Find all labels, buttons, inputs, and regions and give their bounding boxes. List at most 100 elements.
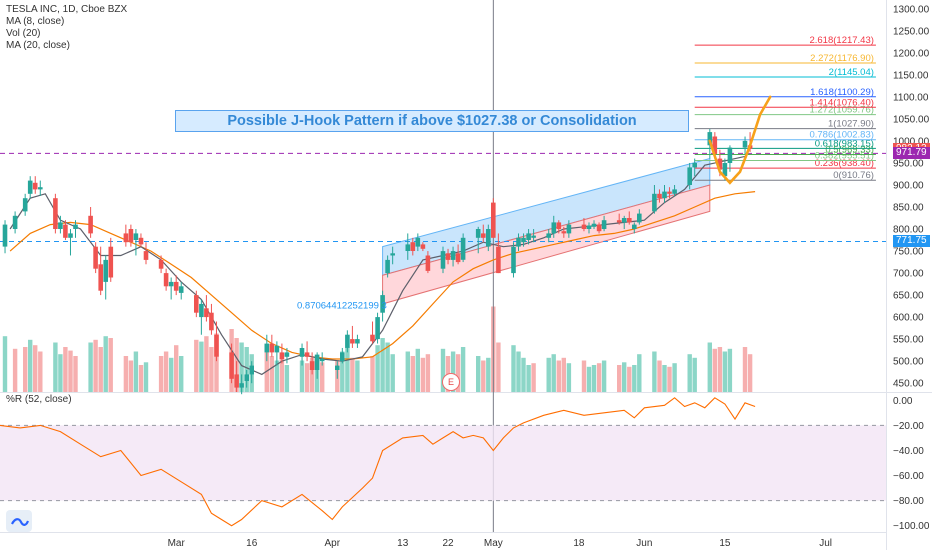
candle-body (63, 224, 68, 238)
candle-body (53, 198, 58, 229)
volume-bar (58, 354, 63, 392)
ma-20-line (9, 191, 756, 360)
volume-bar (622, 362, 627, 392)
candle-body (138, 237, 144, 245)
williams-r-line (0, 397, 756, 527)
volume-bar (179, 356, 184, 392)
legend-ma8: MA (8, close) (6, 16, 65, 27)
volume-bar (652, 351, 657, 392)
volume-bar (274, 360, 280, 392)
volume-bar (68, 350, 73, 392)
candle-body (279, 352, 285, 359)
fib-level-label: 0.786(1002.83) (809, 130, 873, 141)
earnings-badge[interactable]: E (442, 373, 460, 391)
candle-body (314, 354, 320, 370)
volume-bar (476, 356, 481, 392)
volume-bar (269, 356, 274, 392)
volume-bar (279, 357, 285, 392)
candle-body (22, 198, 28, 212)
candle-body (12, 215, 18, 229)
volume-bar (2, 336, 8, 392)
volume-bar (667, 366, 672, 392)
volume-bar (687, 354, 692, 392)
price-axis-tick: 450.00 (893, 379, 924, 390)
volume-bar (747, 354, 753, 392)
fib-level-label: 1.618(1100.29) (810, 87, 874, 98)
tradingview-logo-icon[interactable] (6, 510, 32, 532)
volume-bar (742, 347, 748, 392)
volume-bar (627, 366, 632, 392)
volume-bar (727, 348, 733, 392)
fib-level-label: 0.618(983.15) (815, 138, 874, 149)
volume-bar (440, 348, 446, 392)
volume-bar (637, 354, 642, 392)
candle-body (108, 246, 114, 278)
candle-body (601, 220, 607, 229)
candle-body (264, 343, 270, 353)
candle-body (380, 295, 385, 313)
price-axis-tick: 950.00 (893, 158, 924, 169)
price-axis-tick: 850.00 (893, 203, 924, 214)
candle-body (425, 255, 431, 271)
time-axis-tick: 16 (246, 538, 258, 549)
price-axis-tick: 750.00 (893, 247, 924, 258)
tradingview-logo-shape (11, 518, 30, 526)
candle-body (168, 281, 174, 287)
volume-bar (214, 333, 219, 392)
volume-bar (692, 357, 697, 392)
volume-bar (601, 360, 607, 392)
volume-bar (199, 341, 204, 392)
volume-bar (88, 342, 93, 392)
candle-body (657, 193, 662, 199)
volume-bar (244, 347, 249, 392)
price-axis-tick: 800.00 (893, 225, 924, 236)
volume-bar (204, 336, 209, 392)
volume-bar (531, 363, 536, 392)
indicator-legend: TESLA INC, 1D, Cboe BZX MA (8, close) Vo… (6, 4, 127, 52)
fib-level-label: 1.272(1059.76) (809, 105, 873, 116)
time-axis-tick: Jun (636, 538, 652, 549)
candle-body (123, 233, 129, 243)
volume-bar (405, 351, 410, 392)
time-axis-tick: 18 (573, 538, 585, 549)
fib-level-label: 0.382(955.51) (815, 151, 874, 162)
volume-bar (657, 360, 662, 392)
candle-body (460, 237, 466, 260)
candle-body (546, 233, 551, 238)
candle-body (707, 132, 713, 146)
candle-body (158, 259, 164, 269)
candle-body (486, 229, 491, 247)
price-axis-tick: 600.00 (893, 313, 924, 324)
legend-volume: Vol (20) (6, 28, 41, 39)
candle-body (73, 224, 78, 229)
fib-level-label: 1(1027.90) (828, 119, 874, 130)
fib-level-label: 0.236(938.40) (815, 158, 874, 169)
price-tag-level: 771.75 (893, 235, 930, 248)
candle-body (103, 259, 108, 282)
volume-bar (103, 336, 108, 392)
candle-body (204, 308, 209, 318)
candle-body (415, 237, 421, 247)
volume-bar (108, 338, 113, 392)
volume-bar (707, 342, 712, 392)
candle-body (214, 334, 219, 357)
candle-body (173, 281, 179, 291)
volume-bar (98, 347, 103, 392)
candle-body (440, 251, 446, 269)
candle-body (405, 244, 411, 251)
volume-bar (340, 351, 345, 392)
volume-bar (596, 363, 602, 392)
candle-body (163, 273, 169, 287)
volume-bar (38, 351, 43, 392)
candle-body (27, 180, 33, 194)
legend-ma20: MA (20, close) (6, 40, 70, 51)
candle-body (355, 339, 360, 344)
price-axis-tick: 1050.00 (893, 114, 930, 125)
volume-bar (169, 357, 174, 392)
volume-bar (309, 357, 315, 392)
candle-body (199, 303, 204, 318)
volume-bar (123, 356, 129, 392)
volume-bar (632, 365, 637, 392)
volume-bar (561, 357, 566, 392)
